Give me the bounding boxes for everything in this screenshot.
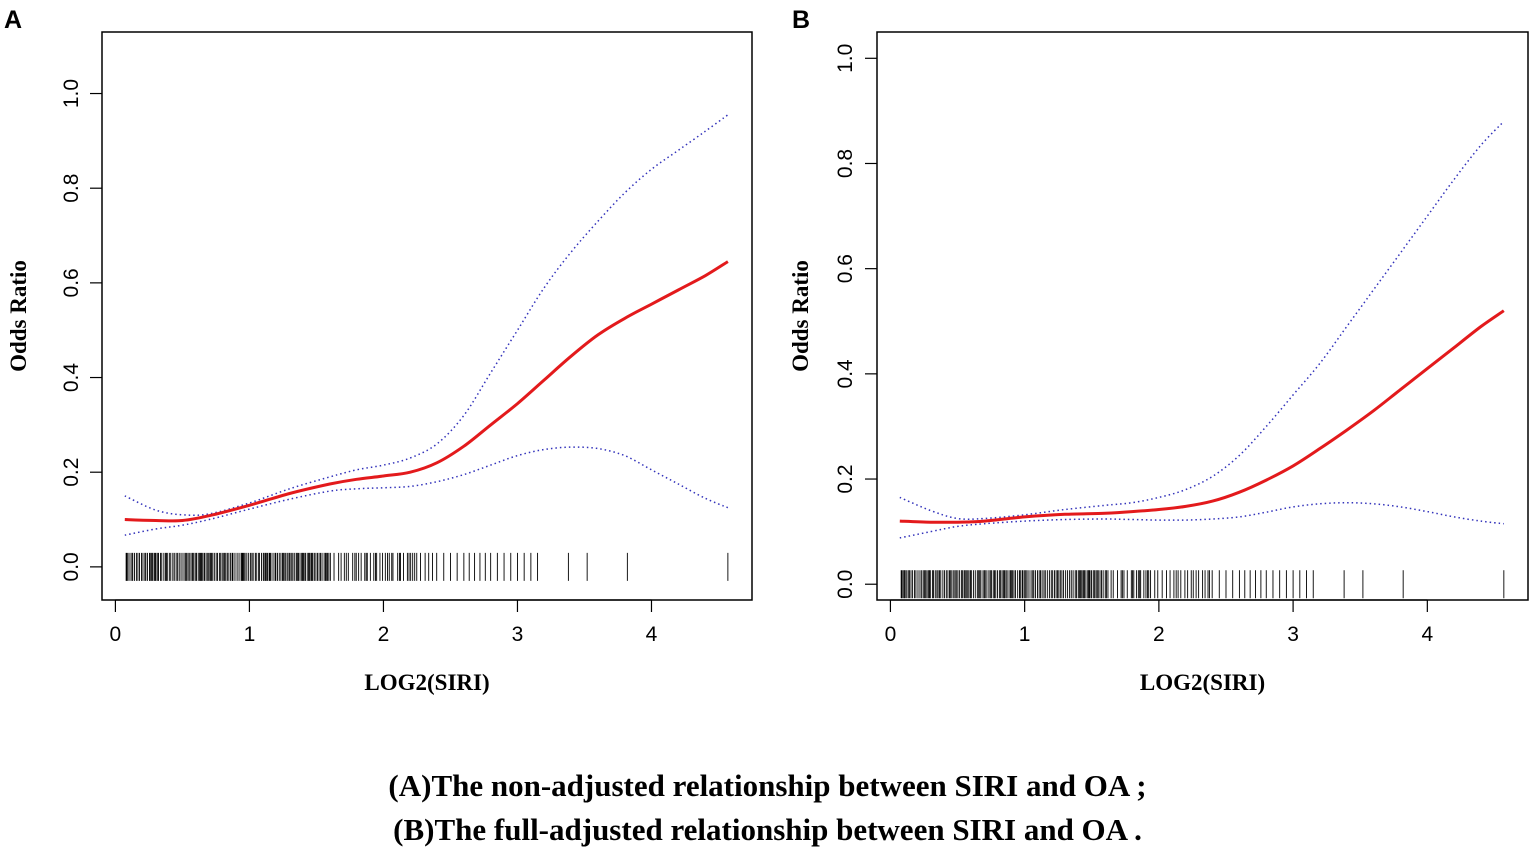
x-tick-label-b-4: 4 xyxy=(1421,623,1433,646)
series-upper-95-ci-a xyxy=(124,114,729,517)
x-tick-label-b-1: 1 xyxy=(1019,623,1031,646)
series-odds-ratio-a xyxy=(124,260,729,523)
rug-b xyxy=(900,570,1505,599)
rug-a xyxy=(125,552,729,581)
panel-b: B 0 1 2 3 4 0.0 0.2 0.4 0.6 0.8 1.0 LOG2(SIRI) Odds R… xyxy=(788,6,1529,695)
y-tick-label-a-5: 1.0 xyxy=(60,79,83,108)
panel-label-b: B xyxy=(792,6,810,34)
x-tick-label-a-2: 2 xyxy=(378,623,390,646)
y-tick-label-b-4: 0.8 xyxy=(834,149,857,178)
caption-line-b: (B)The full-adjusted relationship betwee… xyxy=(393,812,1142,847)
y-tick-label-b-0: 0.0 xyxy=(834,570,857,599)
series-odds-ratio-b xyxy=(899,309,1505,524)
y-tick-label-a-0: 0.0 xyxy=(60,552,83,581)
x-tick-label-b-2: 2 xyxy=(1153,623,1165,646)
y-tick-label-b-2: 0.4 xyxy=(834,359,857,389)
x-axis-title-a: LOG2(SIRI) xyxy=(364,670,489,695)
series-lower-95-ci-a xyxy=(124,446,729,536)
y-tick-label-a-1: 0.2 xyxy=(60,458,83,487)
y-tick-label-b-3: 0.6 xyxy=(834,254,857,283)
plot-frame-a xyxy=(101,31,753,601)
caption-line-a: (A)The non-adjusted relationship between… xyxy=(388,768,1147,803)
x-tick-label-a-0: 0 xyxy=(110,623,122,646)
x-tick-label-a-3: 3 xyxy=(512,623,524,646)
x-tick-label-b-3: 3 xyxy=(1287,623,1299,646)
x-tick-label-b-0: 0 xyxy=(885,623,897,646)
y-axis-title-b: Odds Ratio xyxy=(788,260,813,372)
y-tick-label-a-4: 0.8 xyxy=(60,174,83,203)
x-tick-label-a-1: 1 xyxy=(244,623,256,646)
panel-a: A 0 1 2 3 4 0.0 0.2 0.4 0.6 0.8 1.0 LOG2(SIRI) Odds R… xyxy=(4,6,753,695)
panel-label-a: A xyxy=(4,6,22,34)
x-tick-label-a-4: 4 xyxy=(646,623,658,646)
y-tick-label-b-5: 1.0 xyxy=(834,44,857,73)
series-upper-95-ci-b xyxy=(899,120,1505,520)
y-axis-title-a: Odds Ratio xyxy=(6,260,31,372)
y-tick-label-a-2: 0.4 xyxy=(60,363,83,393)
plot-frame-b xyxy=(876,31,1529,601)
y-tick-label-a-3: 0.6 xyxy=(60,268,83,297)
y-tick-label-b-1: 0.2 xyxy=(834,464,857,493)
x-axis-title-b: LOG2(SIRI) xyxy=(1140,670,1265,695)
